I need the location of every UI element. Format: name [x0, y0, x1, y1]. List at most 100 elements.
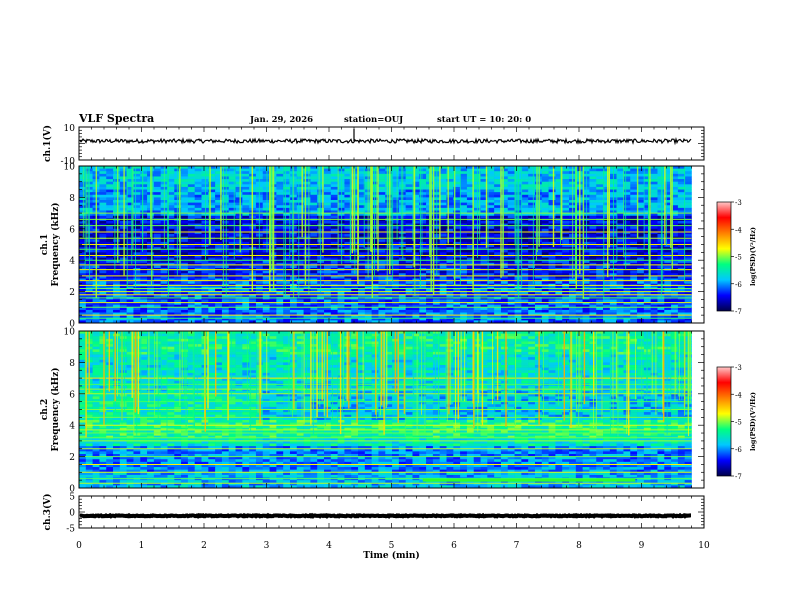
- spec-cell: [596, 181, 604, 185]
- spec-cell: [392, 213, 400, 217]
- spec-cell: [412, 239, 420, 243]
- spec-cell: [153, 257, 161, 261]
- spec-cell: [194, 166, 202, 169]
- spec-cell: [562, 207, 570, 211]
- spec-cell: [514, 265, 522, 269]
- spec-cell: [589, 168, 597, 172]
- spec-cell: [215, 304, 223, 308]
- spec-cell: [507, 234, 515, 237]
- spec-cell: [187, 254, 195, 258]
- spec-cell: [548, 302, 556, 305]
- spec-cell: [446, 226, 454, 230]
- spec-cell: [473, 257, 481, 261]
- spec-cell: [113, 302, 121, 305]
- spec-cell: [337, 213, 345, 217]
- spec-cell: [310, 192, 318, 196]
- spec-cell: [603, 273, 611, 277]
- spec-cell: [371, 304, 379, 308]
- spec-cell: [133, 181, 141, 185]
- spec-cell: [439, 304, 447, 308]
- spec-cell: [283, 207, 291, 211]
- spec-cell: [99, 288, 107, 292]
- spec-cell: [494, 241, 502, 245]
- spec-cell: [603, 299, 611, 303]
- spec-cell: [310, 194, 318, 198]
- spec-cell: [242, 205, 250, 209]
- spec-cell: [643, 213, 651, 217]
- spec-cell: [643, 265, 651, 269]
- header-start-time: start UT = 10: 20: 0: [437, 115, 532, 125]
- spec-cell: [392, 262, 400, 266]
- spec-cell: [630, 181, 638, 185]
- spec-cell: [677, 291, 685, 295]
- spec-cell: [650, 210, 658, 214]
- spec-cell: [378, 186, 386, 190]
- spec-cell: [106, 294, 114, 298]
- spec-cell: [460, 299, 468, 303]
- spec-cell: [446, 241, 454, 245]
- spec-cell: [432, 278, 440, 282]
- spec-cell: [548, 286, 556, 290]
- spec-cell: [419, 239, 427, 243]
- spec-cell: [235, 205, 243, 209]
- spec-cell: [221, 176, 230, 180]
- spec-cell: [296, 262, 304, 266]
- spec-cell: [528, 213, 536, 217]
- spec-cell: [276, 241, 284, 245]
- spec-cell: [99, 254, 107, 258]
- spec-cell: [106, 223, 114, 227]
- spec-cell: [324, 186, 332, 190]
- spec-cell: [385, 215, 393, 219]
- spec-cell: [419, 223, 427, 227]
- spec-cell: [317, 294, 325, 298]
- spec-cell: [630, 189, 638, 193]
- spec-cell: [637, 291, 645, 295]
- spec-cell: [439, 257, 447, 261]
- spec-cell: [113, 181, 121, 185]
- spec-cell: [310, 186, 318, 190]
- spec-cell: [616, 302, 624, 305]
- spec-cell: [412, 260, 420, 264]
- spec-cell: [221, 197, 230, 201]
- spec-cell: [671, 171, 679, 175]
- spec-cell: [324, 273, 332, 277]
- spec-cell: [167, 299, 175, 303]
- spec-cell: [174, 166, 182, 169]
- spec-cell: [242, 176, 250, 180]
- spec-cell: [99, 281, 107, 285]
- spec-cell: [514, 215, 522, 219]
- spec-cell: [419, 249, 427, 253]
- spec-cell: [119, 302, 127, 305]
- spec-cell: [181, 179, 189, 182]
- spec-cell: [684, 223, 692, 227]
- spec-cell: [412, 226, 420, 230]
- spec-cell: [494, 228, 502, 232]
- spec-cell: [460, 254, 468, 258]
- spec-cell: [208, 275, 216, 279]
- spec-cell: [310, 197, 318, 201]
- spec-cell: [201, 257, 209, 261]
- spec-cell: [589, 270, 597, 274]
- spec-cell: [650, 171, 658, 175]
- spec-cell: [194, 176, 202, 180]
- spec-cell: [235, 166, 243, 169]
- spec-cell: [181, 278, 189, 282]
- spec-cell: [603, 194, 611, 198]
- spec-cell: [330, 254, 338, 258]
- spec-cell: [677, 247, 685, 251]
- spec-cell: [208, 254, 216, 258]
- spec-cell: [616, 226, 624, 230]
- spec-cell: [262, 278, 270, 282]
- spec-cell: [235, 173, 243, 177]
- spec-cell: [494, 197, 502, 201]
- spec-cell: [174, 262, 182, 266]
- spec-cell: [113, 213, 121, 217]
- spec-cell: [412, 215, 420, 219]
- spec-cell: [79, 239, 87, 243]
- spec-cell: [528, 223, 536, 227]
- spec-cell: [487, 202, 495, 206]
- spec-cell: [140, 171, 148, 175]
- spec-cell: [113, 192, 121, 196]
- spec-cell: [460, 186, 468, 190]
- spec-cell: [664, 197, 672, 201]
